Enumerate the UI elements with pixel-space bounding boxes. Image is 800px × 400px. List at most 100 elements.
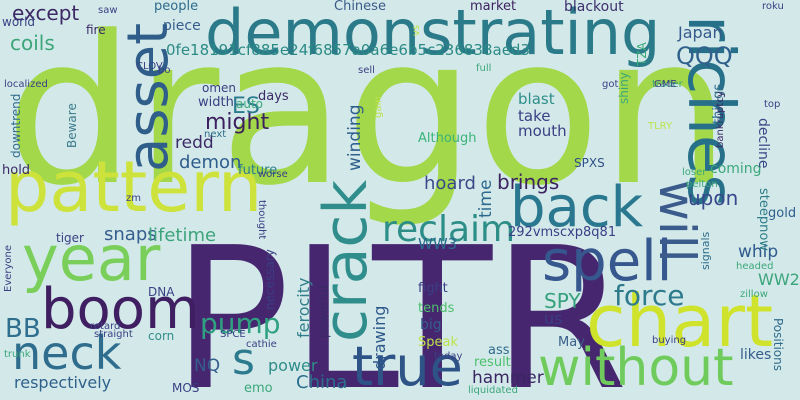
word-future: future: [238, 163, 278, 178]
word-china: China: [296, 372, 348, 393]
word-es: ES: [232, 94, 260, 119]
word-chinese: Chinese: [334, 0, 386, 14]
word-force: force: [614, 279, 685, 312]
word-localized: localized: [4, 79, 48, 90]
word-next: next: [204, 129, 227, 140]
word-trader: trader: [652, 79, 683, 90]
word-headed: headed: [736, 261, 774, 272]
word-decline: decline: [755, 118, 771, 169]
word-us: us: [544, 309, 563, 328]
word-clov: CLOV: [136, 61, 163, 72]
word-world: world: [2, 15, 36, 29]
word-back: back: [510, 175, 644, 240]
word-ass: ass: [488, 343, 510, 358]
word-likes: likes: [740, 347, 772, 363]
word-worse: worse: [258, 169, 288, 180]
word-qqq: QQQ: [676, 42, 733, 70]
word-retard: retard: [90, 321, 121, 332]
word-shiny: shiny: [617, 72, 631, 104]
word-292vms: 292vmscxp8q81: [508, 225, 617, 240]
word-upon: upon: [688, 186, 739, 210]
word-cathie: cathie: [246, 339, 277, 350]
word-straight: straight: [94, 329, 133, 340]
word-big: big: [420, 317, 442, 333]
word-spce: SPCE: [220, 329, 246, 340]
word-buying: buying: [652, 335, 687, 346]
word-today: today: [434, 351, 463, 362]
word-full: full: [476, 63, 492, 74]
word-power: power: [268, 356, 318, 375]
word-people: people: [154, 0, 199, 14]
word-demonstrating: demonstrating: [205, 0, 661, 69]
word-japan: Japan: [678, 23, 723, 42]
word-loser: loser: [682, 167, 707, 178]
word-bo: bo: [158, 65, 171, 76]
word-vs: vs: [411, 24, 422, 36]
word-time: time: [476, 179, 496, 218]
word-lifetime: lifetime: [148, 225, 217, 246]
word-got: got: [602, 79, 619, 90]
word-thought: thought: [256, 200, 267, 240]
word-pltr: PLTR: [172, 206, 629, 400]
word-nq: NQ: [194, 356, 221, 376]
word-gain: gain: [373, 96, 384, 118]
word-gme: GME: [654, 79, 677, 90]
word-top: top: [764, 99, 781, 110]
word-signals: signals: [699, 231, 712, 270]
word-without: without: [538, 338, 734, 398]
word-might: might: [205, 110, 270, 135]
word-blackout: blackout: [564, 0, 624, 15]
word-hammer: hammer: [472, 368, 544, 388]
word-everyone: Everyone: [3, 244, 14, 292]
word-ww3: WW3: [418, 235, 458, 253]
word-mouth: mouth: [518, 122, 567, 140]
word-true: true: [352, 335, 463, 398]
word-omen: omen: [202, 81, 237, 95]
word-zillow: zillow: [740, 289, 768, 300]
word-dragon: dragon: [5, 0, 731, 231]
word-except: except: [12, 1, 80, 25]
word-hold: hold: [2, 163, 31, 178]
word-s: s: [232, 334, 255, 385]
word-speak: Speak: [418, 335, 458, 350]
word-fire: fire: [86, 23, 106, 37]
word-days: days: [258, 89, 289, 104]
word-redd: redd: [175, 133, 214, 153]
word-corn: corn: [148, 329, 175, 343]
word-may: May: [558, 335, 585, 350]
word-boom: boom: [41, 277, 200, 342]
word-spxs: SPXS: [574, 156, 605, 170]
word-respectively: respectively: [14, 373, 112, 392]
word-dna: DNA: [148, 285, 175, 299]
word-zm: zm: [126, 193, 141, 204]
word-tiger: tiger: [56, 231, 84, 245]
word-hash: 0fe18191cf885e24f6857a0a6e6b5c236838aed3: [166, 41, 530, 59]
word-demon: demon: [179, 152, 242, 173]
word-gold: gold: [768, 206, 797, 221]
word-snaps: snaps: [104, 224, 157, 245]
word-width: width: [198, 95, 234, 110]
word-downtrend: downtrend: [9, 93, 23, 158]
word-take: take: [518, 107, 551, 125]
word-neck: neck: [12, 326, 122, 380]
word-chart: chart: [586, 279, 774, 363]
word-trunk: trunk: [4, 349, 31, 360]
word-brings: brings: [497, 170, 560, 194]
word-pump: pump: [200, 307, 281, 340]
word-emo: emo: [244, 381, 273, 396]
word-sell: sell: [358, 65, 375, 76]
word-whip: whip: [738, 242, 779, 262]
word-fight: fight: [418, 281, 448, 296]
word-year: year: [22, 222, 161, 295]
word-bb: BB: [5, 314, 41, 344]
word-market: market: [470, 0, 517, 14]
word-winding: winding: [345, 104, 365, 171]
word-tza: TZA: [635, 42, 649, 66]
word-liquidated: liquidated: [468, 385, 518, 396]
word-positions: Positions: [771, 318, 785, 371]
word-pelton: pelton: [686, 179, 718, 190]
word-coils: coils: [10, 31, 55, 55]
word-beware: Beware: [65, 103, 79, 148]
word-tends: tends: [418, 301, 455, 316]
